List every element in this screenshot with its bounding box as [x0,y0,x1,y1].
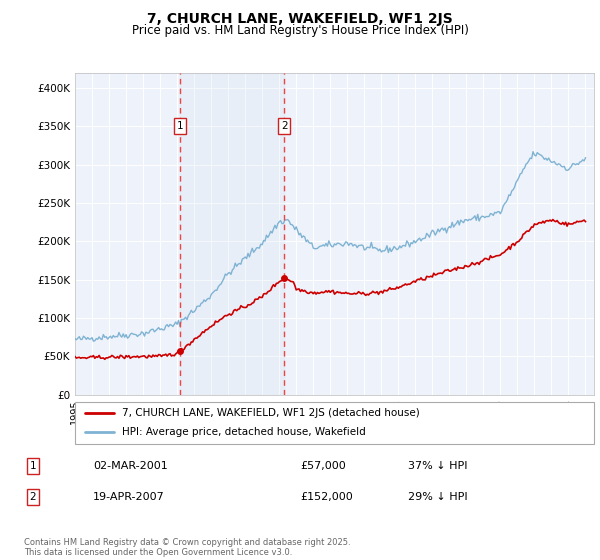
Text: £152,000: £152,000 [300,492,353,502]
FancyBboxPatch shape [75,402,594,444]
Text: Price paid vs. HM Land Registry's House Price Index (HPI): Price paid vs. HM Land Registry's House … [131,24,469,36]
Text: £57,000: £57,000 [300,461,346,471]
Text: HPI: Average price, detached house, Wakefield: HPI: Average price, detached house, Wake… [122,427,365,437]
Bar [180,73,284,395]
Text: 29% ↓ HPI: 29% ↓ HPI [408,492,467,502]
Text: 02-MAR-2001: 02-MAR-2001 [93,461,168,471]
Text: 2: 2 [281,121,287,131]
Text: 1: 1 [29,461,37,471]
Text: 2: 2 [29,492,37,502]
Text: 1: 1 [176,121,184,131]
Text: Contains HM Land Registry data © Crown copyright and database right 2025.
This d: Contains HM Land Registry data © Crown c… [24,538,350,557]
Text: 19-APR-2007: 19-APR-2007 [93,492,165,502]
Text: 7, CHURCH LANE, WAKEFIELD, WF1 2JS: 7, CHURCH LANE, WAKEFIELD, WF1 2JS [147,12,453,26]
Text: 7, CHURCH LANE, WAKEFIELD, WF1 2JS (detached house): 7, CHURCH LANE, WAKEFIELD, WF1 2JS (deta… [122,408,419,418]
Text: 37% ↓ HPI: 37% ↓ HPI [408,461,467,471]
